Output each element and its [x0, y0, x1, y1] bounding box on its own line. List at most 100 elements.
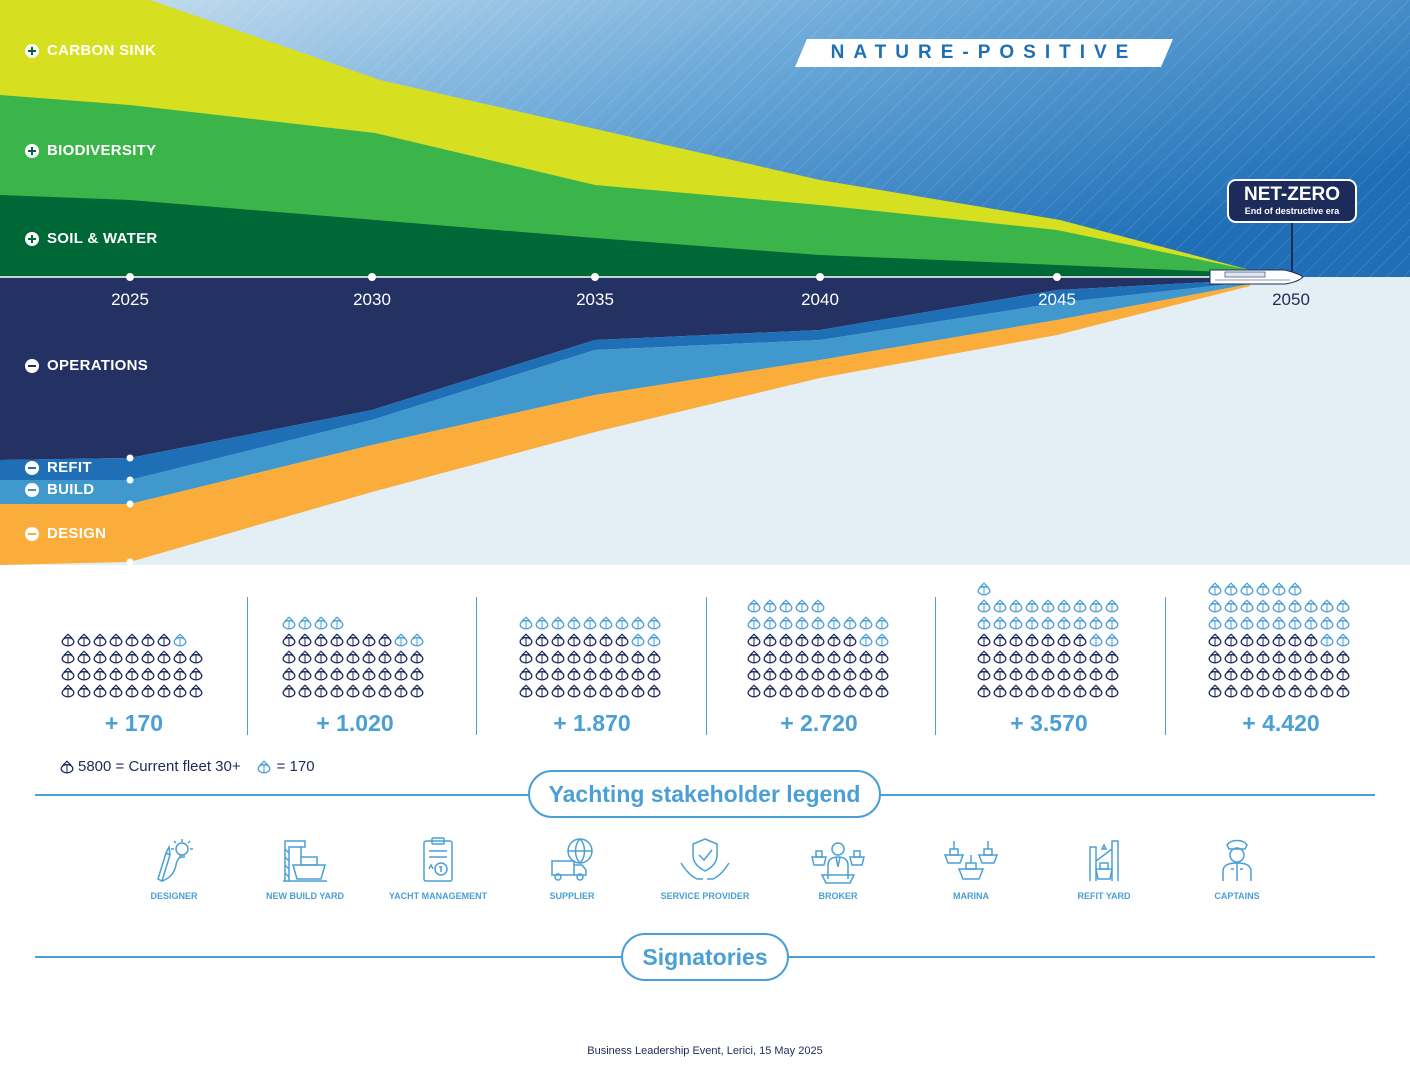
yacht-unit-icon: [795, 616, 809, 630]
yacht-unit-icon: [519, 616, 533, 630]
yacht-unit-icon: [1057, 633, 1071, 647]
stakeholder-service-provider: SERVICE PROVIDER: [640, 835, 770, 901]
yacht-unit-icon: [1041, 633, 1055, 647]
yacht-unit-icon: [109, 650, 123, 664]
biodiversity-label: BIODIVERSITY: [25, 142, 156, 159]
yacht-unit-icon: [410, 633, 424, 647]
yacht-unit-icon: [977, 650, 991, 664]
yacht-unit-icon: [1320, 599, 1334, 613]
yacht-unit-icon: [843, 650, 857, 664]
yacht-unit-icon: [330, 667, 344, 681]
soil-water-band: [0, 195, 1250, 277]
yacht-unit-icon: [1208, 650, 1222, 664]
yacht-unit-icon: [993, 667, 1007, 681]
yacht-unit-icon: [859, 633, 873, 647]
stakeholder-label: BROKER: [818, 891, 858, 901]
yacht-unit-icon: [109, 633, 123, 647]
yacht-unit-icon: [125, 650, 139, 664]
fleet-count: + 3.570: [1010, 710, 1088, 736]
yacht-unit-icon: [647, 667, 661, 681]
yacht-unit-icon: [1009, 667, 1023, 681]
timeline-dot: [591, 273, 599, 281]
yacht-unit-icon: [109, 684, 123, 698]
refit-band: [0, 280, 1250, 480]
timeline-dot: [126, 273, 134, 281]
stakeholder-label: CAPTAINS: [1214, 891, 1260, 901]
refit-label: REFIT: [25, 459, 92, 476]
yacht-unit-icon: [157, 684, 171, 698]
yacht-unit-icon: [61, 667, 75, 681]
yacht-unit-icon: [859, 616, 873, 630]
yacht-unit-icon: [583, 633, 597, 647]
yacht-unit-icon: [551, 616, 565, 630]
yacht-unit-icon: [1089, 684, 1103, 698]
yacht-unit-icon: [1208, 633, 1222, 647]
column-divider: [706, 597, 707, 735]
yacht-unit-icon: [1288, 684, 1302, 698]
yacht-unit-icon: [1025, 667, 1039, 681]
yacht-unit-icon: [779, 667, 793, 681]
timeline-dot: [368, 273, 376, 281]
yacht-unit-icon: [330, 650, 344, 664]
yacht-unit-icon: [519, 667, 533, 681]
yacht-unit-icon: [394, 633, 408, 647]
yacht-unit-icon: [519, 650, 533, 664]
yacht-unit-icon: [1025, 650, 1039, 664]
year-label: 2040: [801, 290, 839, 309]
current-fleet-yacht-icon: [60, 759, 74, 773]
yacht-unit-icon: [1105, 599, 1119, 613]
nature-positive-text: NATURE-POSITIVE: [830, 42, 1138, 63]
yacht-unit-icon: [1208, 599, 1222, 613]
build-label: BUILD: [25, 481, 94, 498]
yacht-unit-icon: [173, 633, 187, 647]
yacht-unit-icon: [330, 633, 344, 647]
minus-icon: [25, 482, 39, 497]
year-label: 2030: [353, 290, 391, 309]
column-divider: [1165, 597, 1166, 735]
yacht-unit-icon: [1041, 667, 1055, 681]
yacht-unit-icon: [811, 616, 825, 630]
year-label: 2045: [1038, 290, 1076, 309]
yacht-unit-icon: [346, 684, 360, 698]
yacht-unit-icon: [583, 650, 597, 664]
yacht-unit-icon: [1240, 616, 1254, 630]
yacht-unit-icon: [378, 667, 392, 681]
yacht-unit-icon: [1057, 650, 1071, 664]
stakeholder-refit-yard: REFIT YARD: [1039, 835, 1169, 901]
yacht-unit-icon: [763, 684, 777, 698]
yacht-unit-icon: [977, 684, 991, 698]
yacht-unit-icon: [410, 667, 424, 681]
yacht-unit-icon: [1272, 667, 1286, 681]
year-label: 2025: [111, 290, 149, 309]
yacht-unit-icon: [977, 599, 991, 613]
yacht-unit-icon: [875, 667, 889, 681]
new-build-yard-icon: [283, 840, 327, 882]
layer-dot: [126, 500, 134, 508]
yacht-unit-icon: [763, 650, 777, 664]
yacht-unit-icon: [811, 650, 825, 664]
operations-label: OPERATIONS: [25, 357, 148, 374]
yacht-unit-icon: [141, 684, 155, 698]
soil-water-text: SOIL & WATER: [47, 230, 158, 247]
yacht-unit-icon: [1073, 650, 1087, 664]
yacht-unit-icon: [551, 650, 565, 664]
yacht-unit-icon: [346, 667, 360, 681]
yacht-unit-icon: [795, 633, 809, 647]
yacht-unit-icon: [157, 667, 171, 681]
yacht-unit-icon: [314, 684, 328, 698]
yacht-unit-icon: [141, 633, 155, 647]
design-text: DESIGN: [47, 525, 107, 542]
yacht-unit-icon: [314, 650, 328, 664]
yacht-unit-icon: [282, 616, 296, 630]
yacht-unit-icon: [993, 616, 1007, 630]
yacht-unit-icon: [1288, 667, 1302, 681]
yacht-unit-icon: [843, 616, 857, 630]
yacht-unit-icon: [77, 650, 91, 664]
yacht-unit-icon: [1272, 616, 1286, 630]
yacht-unit-icon: [282, 633, 296, 647]
yacht-unit-icon: [779, 684, 793, 698]
yacht-unit-icon: [378, 650, 392, 664]
stakeholder-supplier: SUPPLIER: [507, 835, 637, 901]
yacht-unit-icon: [519, 684, 533, 698]
supplier-icon: [551, 838, 593, 881]
